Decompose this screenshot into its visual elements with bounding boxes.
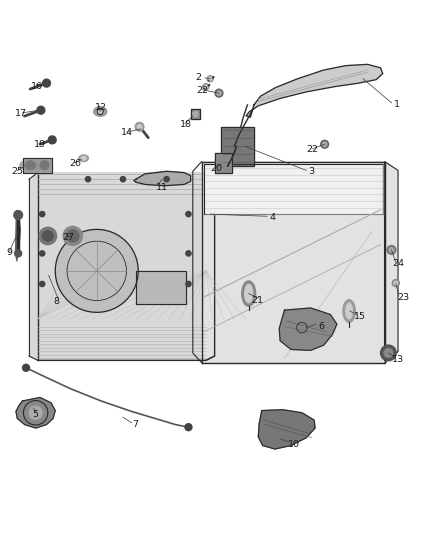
Text: 14: 14: [121, 128, 133, 138]
Circle shape: [203, 84, 209, 90]
Circle shape: [42, 79, 50, 87]
Circle shape: [387, 246, 396, 254]
Circle shape: [26, 161, 35, 169]
Text: 18: 18: [180, 120, 192, 128]
Text: 24: 24: [393, 259, 405, 268]
Circle shape: [14, 211, 22, 220]
Circle shape: [389, 248, 394, 252]
Circle shape: [205, 85, 207, 88]
Circle shape: [135, 123, 144, 131]
Text: 12: 12: [95, 103, 106, 111]
Ellipse shape: [24, 161, 37, 169]
Text: 16: 16: [31, 82, 43, 91]
Circle shape: [55, 229, 138, 312]
Text: 5: 5: [32, 409, 38, 418]
Bar: [136, 271, 186, 304]
Text: 22: 22: [306, 145, 318, 154]
Ellipse shape: [94, 107, 107, 116]
Text: 23: 23: [397, 294, 409, 302]
Circle shape: [42, 231, 53, 241]
Circle shape: [85, 176, 91, 182]
Text: 25: 25: [12, 167, 24, 176]
Circle shape: [67, 230, 79, 242]
Circle shape: [39, 212, 45, 217]
Circle shape: [48, 136, 56, 144]
Text: 13: 13: [392, 354, 403, 364]
Circle shape: [193, 111, 198, 117]
Bar: [191, 109, 200, 119]
Circle shape: [14, 250, 21, 257]
Circle shape: [22, 364, 29, 372]
Circle shape: [322, 142, 327, 147]
Circle shape: [186, 212, 191, 217]
Circle shape: [321, 140, 328, 148]
Polygon shape: [201, 161, 398, 362]
Circle shape: [381, 345, 396, 361]
Ellipse shape: [245, 285, 253, 303]
Circle shape: [37, 106, 45, 114]
Circle shape: [217, 91, 221, 95]
Text: 7: 7: [133, 420, 138, 429]
Circle shape: [29, 406, 42, 419]
Text: 21: 21: [252, 296, 264, 305]
Circle shape: [185, 424, 192, 431]
Text: 26: 26: [70, 158, 81, 167]
Ellipse shape: [79, 155, 88, 161]
Bar: [221, 127, 254, 166]
Bar: [215, 153, 232, 173]
Text: 20: 20: [210, 164, 222, 173]
Circle shape: [392, 280, 399, 287]
Circle shape: [40, 161, 49, 169]
Text: 11: 11: [155, 183, 168, 192]
Polygon shape: [134, 171, 191, 185]
Circle shape: [186, 251, 191, 256]
Circle shape: [138, 125, 142, 129]
Text: 8: 8: [53, 297, 59, 306]
Text: 15: 15: [353, 312, 365, 321]
Circle shape: [39, 281, 45, 287]
Polygon shape: [246, 64, 383, 117]
Polygon shape: [258, 410, 315, 449]
Circle shape: [384, 349, 393, 357]
Text: 3: 3: [308, 167, 314, 176]
Ellipse shape: [346, 303, 353, 319]
Text: 9: 9: [6, 248, 12, 257]
Polygon shape: [16, 398, 55, 428]
Circle shape: [39, 227, 57, 245]
Ellipse shape: [20, 159, 41, 171]
Text: 17: 17: [14, 109, 27, 118]
Circle shape: [209, 77, 212, 80]
Circle shape: [164, 176, 169, 182]
Text: 19: 19: [33, 140, 46, 149]
Text: 10: 10: [288, 440, 300, 449]
Text: 27: 27: [63, 233, 75, 242]
Circle shape: [207, 76, 213, 82]
Circle shape: [394, 281, 398, 285]
Circle shape: [63, 227, 82, 246]
Bar: [23, 158, 52, 173]
Polygon shape: [29, 173, 215, 360]
Circle shape: [186, 281, 191, 287]
Text: 22: 22: [196, 86, 208, 95]
Polygon shape: [204, 164, 383, 214]
Ellipse shape: [242, 281, 256, 306]
Ellipse shape: [81, 157, 86, 160]
Text: 6: 6: [318, 322, 325, 331]
Circle shape: [120, 176, 126, 182]
Text: 1: 1: [394, 100, 399, 109]
Ellipse shape: [97, 109, 104, 114]
Circle shape: [39, 251, 45, 256]
Polygon shape: [15, 211, 20, 261]
Ellipse shape: [343, 300, 355, 322]
Text: 2: 2: [195, 74, 201, 83]
Circle shape: [215, 89, 223, 97]
Polygon shape: [279, 308, 337, 350]
Text: 4: 4: [269, 213, 275, 222]
